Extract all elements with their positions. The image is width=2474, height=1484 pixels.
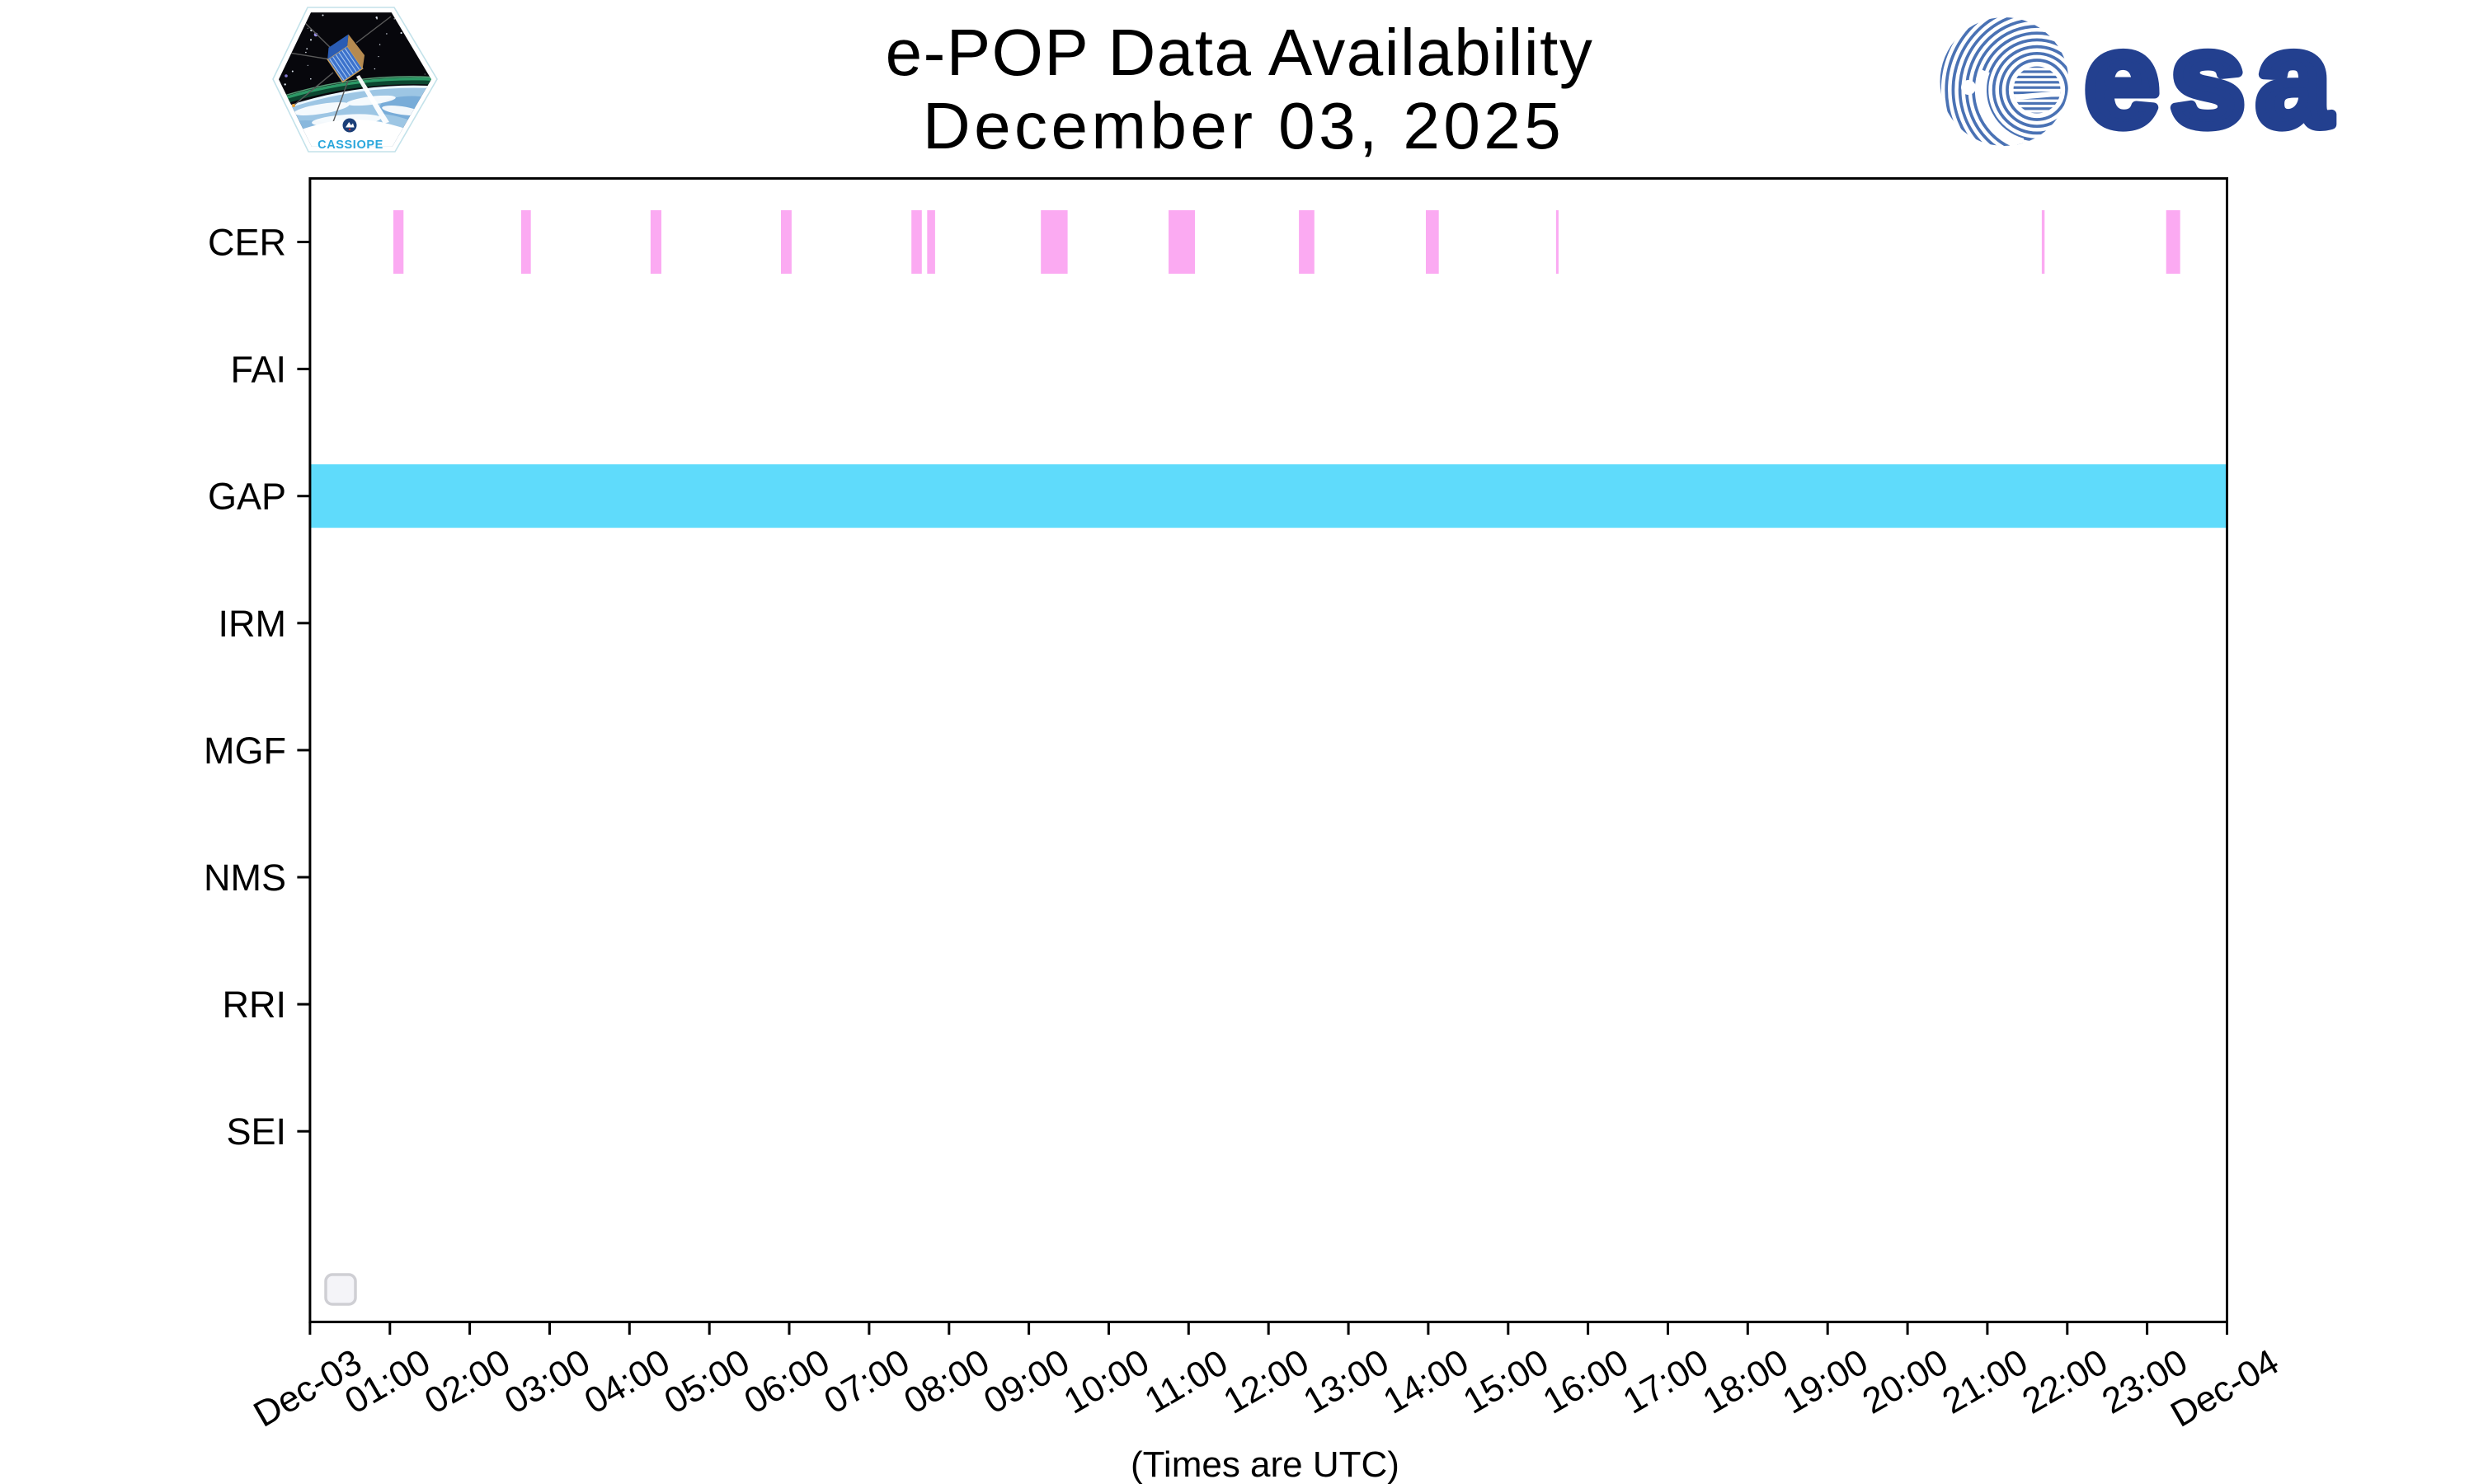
svg-text:GAP: GAP [208,476,286,518]
svg-text:NMS: NMS [204,857,286,899]
svg-text:RRI: RRI [223,984,287,1026]
svg-text:CASSIOPE: CASSIOPE [317,139,383,152]
svg-text:MGF: MGF [204,730,286,772]
svg-text:CER: CER [208,222,286,264]
svg-text:e-POP Data Availability: e-POP Data Availability [886,16,1594,89]
svg-text:December 03, 2025: December 03, 2025 [923,89,1564,162]
svg-text:(Times are UTC): (Times are UTC) [1131,1444,1399,1484]
svg-text:IRM: IRM [219,603,287,645]
svg-text:FAI: FAI [230,349,286,391]
svg-text:SEI: SEI [226,1111,286,1153]
svg-text:esa: esa [2085,5,2342,154]
